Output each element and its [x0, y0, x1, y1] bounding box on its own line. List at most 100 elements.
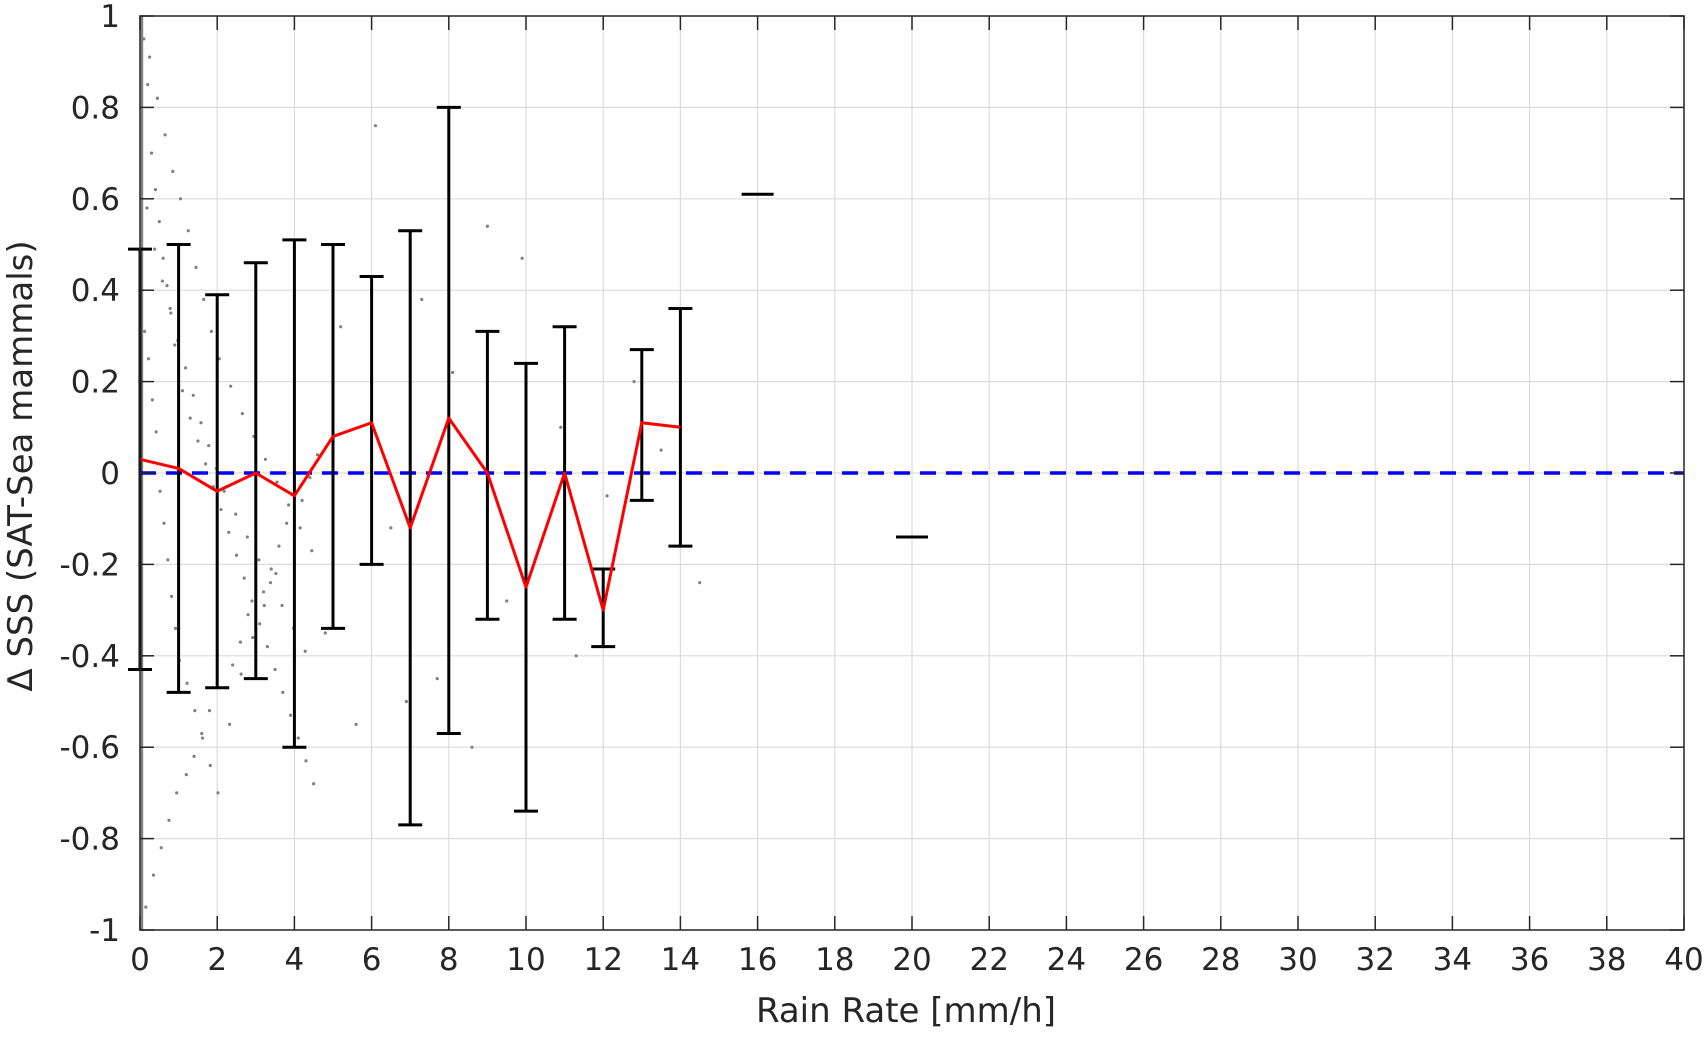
- scatter-point: [200, 731, 204, 736]
- scatter-point: [263, 457, 268, 461]
- y-tick-label: 0.6: [71, 182, 120, 218]
- scatter-point: [163, 133, 167, 137]
- scatter-point: [520, 256, 524, 260]
- scatter-point: [242, 576, 246, 580]
- y-tick-label: -1: [89, 913, 120, 949]
- scatter-point: [170, 594, 174, 598]
- scatter-point: [144, 905, 148, 909]
- x-tick-label: 20: [892, 942, 931, 978]
- y-tick-label: 0.4: [71, 273, 120, 309]
- scatter-point: [420, 297, 424, 301]
- y-tick-label: 1: [100, 0, 120, 35]
- y-tick-label: -0.4: [60, 639, 121, 675]
- scatter-point: [173, 626, 178, 630]
- y-tick-label: -0.6: [60, 730, 121, 766]
- scatter-point: [435, 677, 439, 681]
- scatter-point: [298, 526, 302, 530]
- scatter-point: [222, 489, 226, 493]
- scatter-point: [229, 384, 233, 388]
- scatter-point: [151, 873, 156, 877]
- scatter-point: [160, 279, 164, 283]
- scatter-point: [171, 169, 175, 173]
- axes-frame: [139, 15, 1685, 931]
- scatter-point: [166, 558, 170, 562]
- scatter-point: [234, 512, 238, 516]
- scatter-point: [485, 224, 489, 228]
- scatter-point: [145, 206, 149, 210]
- scatter-point: [277, 544, 281, 548]
- x-tick-label: 10: [506, 942, 545, 978]
- y-tick-label: -0.8: [60, 822, 121, 858]
- scatter-point: [304, 759, 308, 763]
- x-tick-label: 0: [130, 942, 150, 978]
- scatter-point: [231, 663, 235, 667]
- scatter-point: [559, 425, 563, 429]
- scatter-point: [204, 462, 208, 466]
- x-tick-label: 18: [815, 942, 854, 978]
- scatter-point: [185, 681, 189, 685]
- scatter-point: [632, 380, 636, 384]
- scatter-point: [192, 754, 196, 758]
- x-axis-label: Rain Rate [mm/h]: [756, 991, 1056, 1031]
- y-tick-label: 0.2: [71, 365, 120, 401]
- scatter-point: [275, 480, 279, 484]
- scatter-point: [154, 430, 158, 434]
- x-tick-label: 38: [1587, 942, 1626, 978]
- scatter-point: [165, 284, 169, 288]
- scatter-point: [273, 667, 277, 672]
- scatter-point: [268, 581, 273, 585]
- scatter-point: [146, 357, 151, 361]
- scatter-point: [605, 494, 609, 498]
- y-tick-label: -0.2: [60, 547, 121, 583]
- scatter-point: [239, 672, 243, 676]
- x-tick-label: 6: [362, 942, 382, 978]
- x-tick-label: 2: [207, 942, 227, 978]
- scatter-point: [323, 631, 327, 635]
- x-tick-label: 34: [1433, 942, 1472, 978]
- scatter-point: [202, 297, 206, 301]
- scatter-point: [246, 613, 250, 617]
- x-tick-label: 4: [285, 942, 305, 978]
- scatter-point: [168, 306, 172, 311]
- scatter-point: [339, 325, 343, 329]
- x-tick-label: 22: [969, 942, 1008, 978]
- y-axis-label: Δ SSS (SAT-Sea mammals): [1, 240, 41, 691]
- scatter-point: [281, 690, 285, 694]
- scatter-point: [155, 96, 159, 100]
- x-tick-label: 40: [1664, 942, 1703, 978]
- scatter-point: [300, 498, 304, 503]
- scatter-point: [240, 411, 244, 416]
- scatter-point: [234, 553, 239, 557]
- scatter-point: [153, 188, 158, 192]
- scatter-point: [194, 265, 198, 269]
- scatter-point: [303, 649, 307, 653]
- scatter-point: [285, 521, 289, 525]
- scatter-point: [227, 530, 231, 535]
- scatter-point: [158, 489, 162, 493]
- scatter-point: [261, 590, 266, 594]
- scatter-point: [143, 329, 147, 333]
- scatter-point: [354, 722, 358, 726]
- y-tick-label: 0: [100, 456, 120, 492]
- scatter-point: [199, 421, 203, 425]
- scatter-point: [149, 151, 154, 155]
- scatter-point: [315, 453, 320, 457]
- scatter-point: [200, 736, 205, 740]
- scatter-point: [227, 722, 232, 726]
- scatter-point: [173, 343, 177, 347]
- scatter-point: [470, 745, 474, 749]
- scatter-point: [186, 229, 190, 233]
- scatter-point: [180, 389, 185, 393]
- scatter-point: [193, 709, 197, 713]
- scatter-point: [258, 622, 262, 626]
- scatter-point: [310, 549, 314, 553]
- scatter-point: [262, 603, 266, 608]
- scatter-point: [274, 571, 278, 576]
- scatter-point: [250, 599, 254, 603]
- scatter-point: [150, 398, 154, 402]
- scatter-point: [308, 475, 312, 480]
- scatter-point: [505, 599, 509, 603]
- x-tick-label: 36: [1510, 942, 1549, 978]
- scatter-point: [148, 55, 152, 59]
